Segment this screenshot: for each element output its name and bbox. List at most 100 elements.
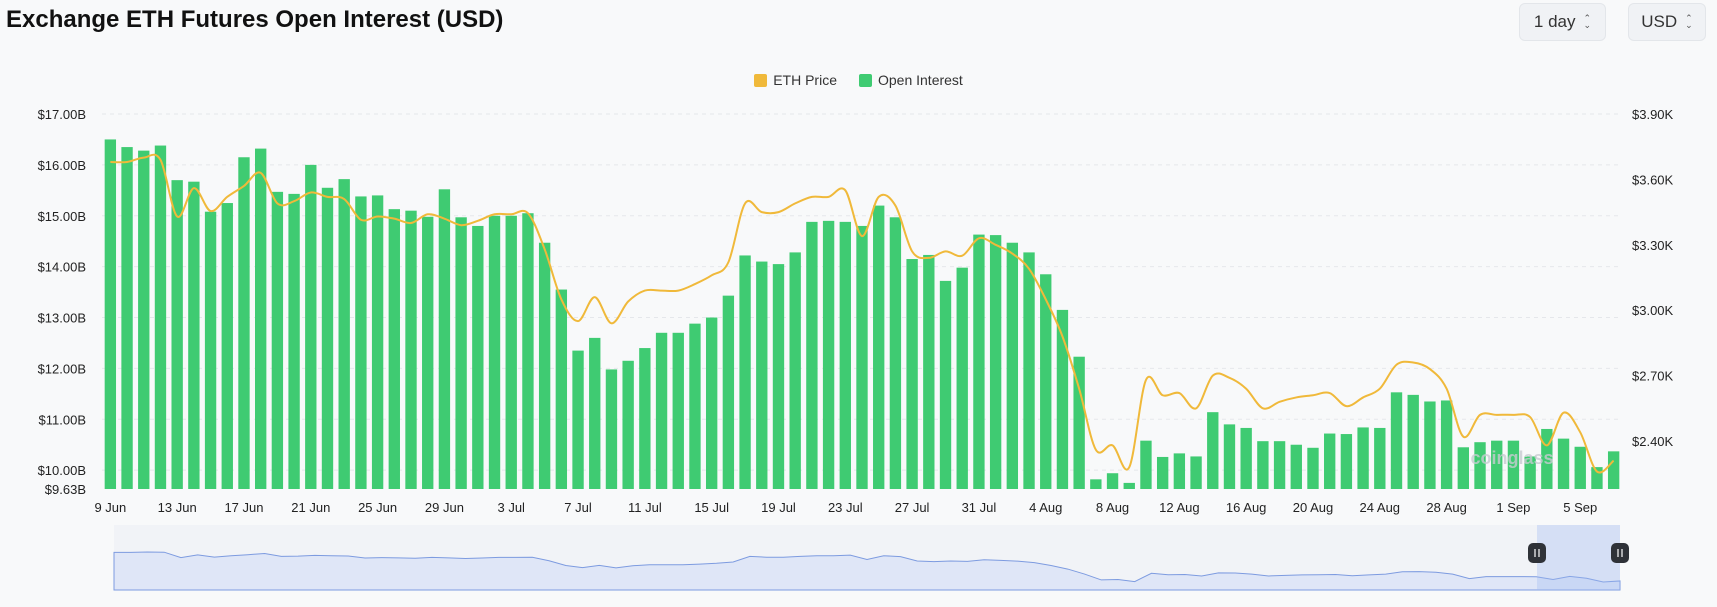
oi-bar <box>1491 440 1503 489</box>
oi-bar <box>321 187 334 489</box>
x-tick-label: 21 Jun <box>291 500 330 515</box>
oi-bar <box>1424 401 1436 489</box>
oi-bar <box>1056 309 1069 489</box>
legend-label-oi: Open Interest <box>877 72 963 88</box>
y-right-tick-label: $2.40K <box>1632 434 1674 449</box>
oi-bar <box>238 157 250 489</box>
oi-bar <box>722 295 735 489</box>
oi-bar <box>906 259 918 489</box>
x-tick-label: 25 Jun <box>358 500 397 515</box>
oi-bar <box>772 264 785 489</box>
oi-bar <box>221 203 233 489</box>
oi-bar <box>1541 428 1553 489</box>
oi-bar <box>1524 456 1536 489</box>
oi-bar <box>956 267 968 489</box>
legend-swatch-price <box>754 73 768 87</box>
oi-bar <box>705 317 718 489</box>
navigator-series <box>113 551 1621 591</box>
y-left-tick-label: $16.00B <box>38 158 86 173</box>
y-left-tick-label: $15.00B <box>38 209 86 224</box>
oi-bar <box>939 280 952 489</box>
x-tick-label: 8 Aug <box>1096 500 1129 515</box>
x-tick-label: 11 Jul <box>628 500 662 515</box>
x-tick-label: 15 Jul <box>694 500 729 515</box>
y-left-tick-label: $12.00B <box>38 361 86 376</box>
oi-bar <box>1240 427 1252 489</box>
oi-bar <box>1574 446 1586 489</box>
oi-bar <box>271 191 284 489</box>
oi-bar <box>689 323 701 489</box>
oi-bar <box>622 360 634 489</box>
x-tick-label: 3 Jul <box>497 500 525 515</box>
oi-bar <box>505 215 517 489</box>
x-tick-label: 13 Jun <box>158 500 197 515</box>
oi-bar <box>405 210 417 489</box>
oi-bar <box>1407 394 1419 489</box>
oi-bar <box>455 217 467 490</box>
x-tick-label: 16 Aug <box>1226 500 1267 515</box>
oi-bar <box>1340 434 1353 489</box>
oi-bar <box>1273 441 1286 489</box>
x-tick-label: 12 Aug <box>1159 500 1200 515</box>
oi-bar <box>739 255 751 489</box>
y-right-tick-label: $3.90K <box>1632 107 1674 122</box>
oi-bar <box>1290 444 1302 489</box>
oi-bar <box>989 235 1002 489</box>
oi-bar <box>973 234 985 489</box>
oi-bar <box>1006 242 1019 489</box>
oi-bar <box>1440 400 1453 489</box>
y-left-tick-label: $11.00B <box>39 412 86 427</box>
oi-bar <box>171 180 183 489</box>
legend-item-eth-price[interactable]: ETH Price <box>754 72 837 88</box>
oi-bar <box>1040 274 1052 489</box>
oi-bar <box>555 289 568 489</box>
y-left-tick-label: $13.00B <box>38 311 86 326</box>
chevron-updown-icon: ⌃ ⌄ <box>1685 13 1693 30</box>
oi-bar <box>422 216 434 489</box>
currency-select-label: USD <box>1641 12 1678 31</box>
oi-bar <box>388 209 400 490</box>
oi-bar <box>806 221 818 489</box>
oi-bar <box>1073 356 1085 489</box>
oi-bar <box>104 139 117 489</box>
oi-bar <box>488 215 501 489</box>
y-right-tick-label: $3.30K <box>1632 238 1674 253</box>
x-tick-label: 19 Jul <box>761 500 796 515</box>
legend-item-open-interest[interactable]: Open Interest <box>858 72 963 88</box>
oi-bar <box>822 220 835 489</box>
oi-bar <box>188 181 200 489</box>
oi-bar <box>1324 433 1336 489</box>
navigator-handle-right[interactable] <box>1611 543 1629 563</box>
x-tick-label: 5 Sep <box>1563 500 1597 515</box>
oi-bar <box>1156 456 1169 489</box>
oi-bar <box>889 217 902 490</box>
oi-bar <box>1140 440 1152 489</box>
x-tick-label: 20 Aug <box>1293 500 1334 515</box>
y-right-tick-label: $3.60K <box>1632 172 1674 187</box>
oi-bar <box>605 369 618 489</box>
navigator-handle-left[interactable] <box>1528 543 1546 563</box>
oi-bar <box>305 164 317 489</box>
oi-bar <box>1591 467 1603 489</box>
x-tick-label: 28 Aug <box>1426 500 1467 515</box>
oi-bar <box>538 242 551 489</box>
y-left-tick-label: $10.00B <box>38 463 86 478</box>
oi-bar <box>639 348 651 489</box>
oi-bar <box>756 261 768 489</box>
oi-bar <box>1106 473 1119 489</box>
oi-bar <box>1390 392 1403 489</box>
oi-bar <box>923 254 935 489</box>
oi-bar <box>839 221 851 489</box>
oi-bar <box>121 147 133 489</box>
oi-bar <box>1207 412 1219 489</box>
chevron-updown-icon: ⌃ ⌄ <box>1583 13 1592 30</box>
oi-bar <box>589 337 601 489</box>
legend-swatch-oi <box>858 73 872 87</box>
x-tick-label: 24 Aug <box>1360 500 1401 515</box>
oi-bar <box>338 179 350 489</box>
oi-bar <box>1507 440 1520 489</box>
currency-select[interactable]: USD ⌃ ⌄ <box>1628 3 1706 41</box>
oi-bar <box>1173 453 1186 489</box>
oi-bar <box>1223 424 1236 489</box>
interval-select[interactable]: 1 day ⌃ ⌄ <box>1519 3 1606 41</box>
